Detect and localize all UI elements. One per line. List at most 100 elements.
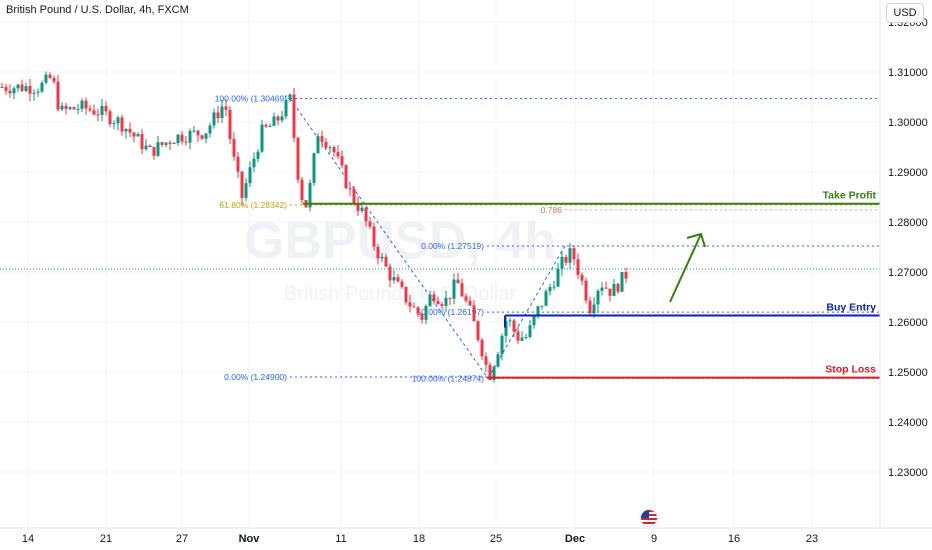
candle bbox=[424, 304, 428, 325]
candle bbox=[128, 122, 132, 138]
time-axis[interactable]: 14 21 27 Nov 11 18 25 Dec 9 16 23 bbox=[0, 527, 932, 550]
us-flag-icon[interactable] bbox=[640, 509, 658, 527]
candle bbox=[388, 263, 392, 288]
candle bbox=[552, 280, 556, 291]
price-tick-label: 1.31000 bbox=[888, 67, 928, 79]
projection-arrow[interactable] bbox=[669, 232, 706, 303]
price-tick-label: 1.28000 bbox=[888, 217, 928, 229]
candle bbox=[40, 80, 44, 93]
candle bbox=[12, 86, 16, 100]
candle bbox=[328, 145, 332, 154]
candle bbox=[336, 145, 340, 160]
candle bbox=[244, 178, 248, 201]
candle bbox=[572, 245, 576, 266]
candle bbox=[316, 133, 320, 154]
candle bbox=[0, 82, 4, 89]
candle bbox=[540, 305, 544, 310]
candle bbox=[576, 253, 580, 280]
candle bbox=[456, 272, 460, 284]
candle bbox=[288, 93, 292, 103]
candle bbox=[124, 128, 128, 139]
price-tick-label: 1.29000 bbox=[888, 167, 928, 179]
candle bbox=[352, 185, 356, 206]
candle bbox=[132, 131, 136, 143]
candle bbox=[208, 122, 212, 138]
candle bbox=[92, 104, 96, 116]
candle bbox=[492, 365, 496, 383]
fib-level-label: 0.00% (1.24900) bbox=[224, 372, 287, 382]
price-tick-label: 1.23000 bbox=[888, 467, 928, 479]
candle bbox=[188, 128, 192, 150]
candle bbox=[380, 252, 384, 263]
candle bbox=[212, 108, 216, 129]
candle bbox=[460, 278, 464, 297]
candle bbox=[320, 130, 324, 149]
candle bbox=[84, 97, 88, 115]
candle bbox=[56, 74, 60, 112]
currency-button[interactable]: USD bbox=[886, 3, 924, 23]
fib-level-label: 0.00% (1.27519) bbox=[421, 241, 484, 251]
candle bbox=[588, 296, 592, 315]
time-tick-label: 21 bbox=[100, 533, 112, 545]
candle bbox=[136, 132, 140, 137]
candle bbox=[308, 179, 312, 212]
candle bbox=[476, 320, 480, 343]
candle bbox=[24, 82, 28, 93]
candle bbox=[104, 101, 108, 116]
candle bbox=[8, 84, 12, 98]
candle bbox=[80, 98, 84, 113]
price-tick-label: 1.30000 bbox=[888, 117, 928, 129]
candle bbox=[432, 290, 436, 305]
candle bbox=[76, 103, 80, 115]
candle bbox=[580, 272, 584, 286]
candle bbox=[532, 315, 536, 329]
candle bbox=[224, 99, 228, 117]
candle bbox=[144, 139, 148, 151]
candle bbox=[440, 301, 444, 310]
candle bbox=[548, 283, 552, 296]
candle bbox=[484, 352, 488, 372]
candle bbox=[140, 128, 144, 155]
candle bbox=[264, 123, 268, 128]
candle bbox=[344, 163, 348, 190]
candle bbox=[232, 132, 236, 161]
fib-level-label: 100.00% (1.24874) bbox=[412, 373, 484, 383]
candle bbox=[204, 133, 208, 144]
chart-grid bbox=[0, 0, 880, 528]
candle bbox=[584, 277, 588, 304]
candle bbox=[416, 306, 420, 318]
candle bbox=[392, 270, 396, 284]
time-tick-label: 9 bbox=[651, 533, 657, 545]
candle bbox=[528, 320, 532, 339]
candle bbox=[324, 137, 328, 150]
candle bbox=[368, 216, 372, 230]
price-tick-label: 1.27000 bbox=[888, 267, 928, 279]
candle bbox=[608, 288, 612, 302]
candle bbox=[20, 79, 24, 93]
candle bbox=[88, 105, 92, 113]
candle bbox=[436, 296, 440, 305]
candle bbox=[200, 134, 204, 141]
price-axis[interactable]: 1.320001.310001.300001.290001.280001.270… bbox=[879, 0, 932, 528]
candle bbox=[508, 317, 512, 327]
candle bbox=[268, 123, 272, 127]
fib-level-label: 50.00% (1.26197) bbox=[416, 307, 484, 317]
candle bbox=[544, 288, 548, 306]
fib-trend-line[interactable] bbox=[487, 245, 566, 379]
candle bbox=[172, 141, 176, 145]
candle bbox=[36, 88, 40, 97]
candle bbox=[448, 297, 452, 305]
time-axis-panel bbox=[0, 528, 932, 550]
candle bbox=[332, 145, 336, 157]
candle bbox=[192, 125, 196, 133]
candle bbox=[536, 305, 540, 320]
candle bbox=[596, 288, 600, 312]
candle bbox=[564, 254, 568, 266]
candle bbox=[604, 281, 608, 290]
time-tick-label: 16 bbox=[728, 533, 740, 545]
fib-level-label: 61.80% (1.28342) bbox=[219, 200, 287, 210]
candle bbox=[620, 271, 624, 292]
candle bbox=[176, 133, 180, 147]
candle bbox=[120, 114, 124, 136]
